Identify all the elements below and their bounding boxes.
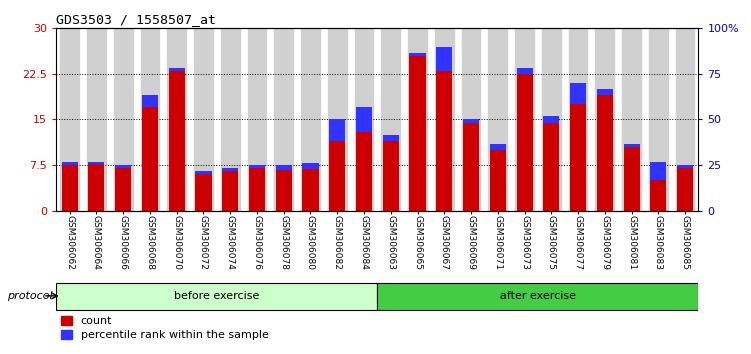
Bar bbox=[115, 165, 131, 168]
Text: after exercise: after exercise bbox=[500, 291, 576, 301]
Bar bbox=[301, 28, 320, 211]
Bar bbox=[274, 28, 293, 211]
Bar bbox=[62, 162, 78, 165]
Bar bbox=[142, 95, 158, 211]
Bar bbox=[677, 165, 693, 211]
Bar bbox=[676, 28, 695, 211]
Bar bbox=[677, 165, 693, 168]
Bar bbox=[543, 116, 559, 211]
Bar bbox=[409, 53, 426, 56]
Bar bbox=[542, 28, 561, 211]
Bar bbox=[517, 68, 532, 211]
Bar bbox=[623, 144, 640, 211]
Text: before exercise: before exercise bbox=[174, 291, 260, 301]
Bar bbox=[303, 163, 318, 169]
Bar bbox=[221, 28, 240, 211]
Bar bbox=[543, 116, 559, 122]
Bar bbox=[87, 28, 106, 211]
Bar bbox=[435, 28, 454, 211]
Bar bbox=[570, 83, 586, 104]
Bar bbox=[329, 120, 345, 141]
Bar bbox=[569, 28, 587, 211]
Bar bbox=[195, 171, 212, 211]
Bar bbox=[515, 28, 534, 211]
Bar bbox=[377, 283, 698, 310]
Bar bbox=[490, 144, 506, 150]
Bar bbox=[328, 28, 347, 211]
Bar bbox=[62, 162, 78, 211]
Bar bbox=[249, 165, 265, 211]
Bar bbox=[596, 28, 614, 211]
Bar bbox=[356, 107, 372, 211]
Bar bbox=[488, 28, 507, 211]
Bar bbox=[650, 162, 666, 211]
Bar bbox=[140, 28, 159, 211]
Text: GDS3503 / 1558507_at: GDS3503 / 1558507_at bbox=[56, 13, 216, 26]
Bar bbox=[408, 28, 427, 211]
Bar bbox=[436, 47, 452, 71]
Bar bbox=[89, 162, 104, 211]
Bar bbox=[222, 168, 238, 211]
Bar bbox=[570, 83, 586, 211]
Bar bbox=[194, 28, 213, 211]
Bar bbox=[56, 283, 377, 310]
Bar bbox=[650, 162, 666, 180]
Bar bbox=[276, 165, 292, 170]
Bar bbox=[490, 144, 506, 211]
Bar bbox=[167, 28, 186, 211]
Bar bbox=[517, 68, 532, 74]
Bar bbox=[249, 165, 265, 168]
Bar bbox=[356, 107, 372, 132]
Bar bbox=[276, 165, 292, 211]
Bar bbox=[649, 28, 668, 211]
Bar bbox=[383, 135, 399, 141]
Bar bbox=[622, 28, 641, 211]
Bar bbox=[169, 68, 185, 71]
Bar bbox=[60, 28, 79, 211]
Bar bbox=[169, 68, 185, 211]
Text: protocol: protocol bbox=[7, 291, 53, 302]
Bar bbox=[597, 89, 613, 211]
Bar bbox=[463, 120, 479, 122]
Bar bbox=[383, 135, 399, 211]
Bar bbox=[248, 28, 267, 211]
Bar bbox=[623, 144, 640, 147]
Bar bbox=[89, 162, 104, 164]
Bar bbox=[114, 28, 133, 211]
Bar bbox=[115, 165, 131, 211]
Bar bbox=[222, 168, 238, 171]
Bar bbox=[329, 120, 345, 211]
Bar bbox=[354, 28, 373, 211]
Bar bbox=[303, 163, 318, 211]
Bar bbox=[195, 171, 212, 173]
Bar bbox=[382, 28, 400, 211]
Bar bbox=[463, 120, 479, 211]
Bar bbox=[597, 89, 613, 95]
Bar bbox=[409, 53, 426, 211]
Legend: count, percentile rank within the sample: count, percentile rank within the sample bbox=[56, 312, 273, 345]
Bar bbox=[142, 95, 158, 107]
Bar bbox=[436, 46, 452, 211]
Bar bbox=[462, 28, 481, 211]
